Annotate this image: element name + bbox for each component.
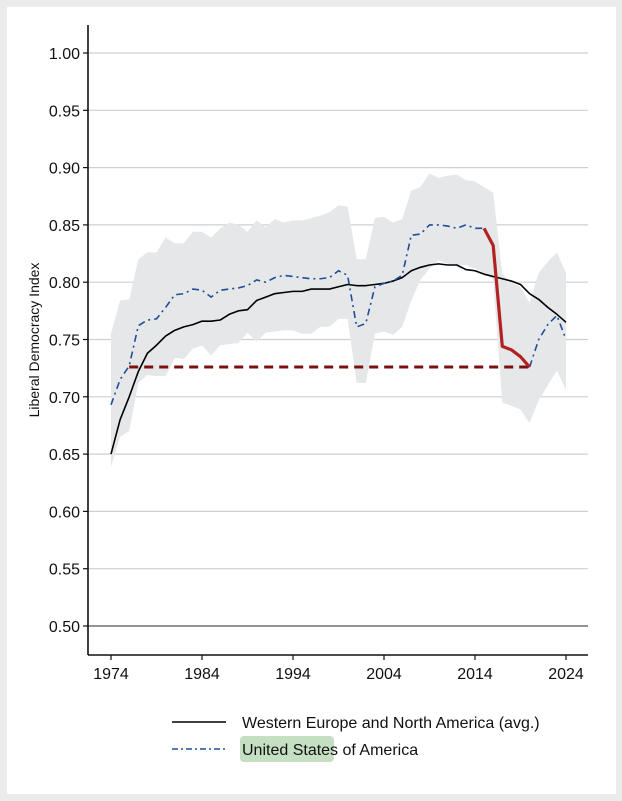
y-tick-label: 0.50: [49, 619, 80, 636]
y-tick-label: 0.60: [49, 504, 80, 521]
y-tick-label: 0.65: [49, 447, 80, 464]
legend-highlight: [240, 736, 334, 762]
x-tick-label: 2014: [457, 666, 493, 683]
y-axis-title: Liberal Democracy Index: [26, 263, 42, 418]
y-tick-label: 0.85: [49, 218, 80, 235]
y-tick-label: 0.80: [49, 275, 80, 292]
x-tick-label: 2024: [548, 666, 584, 683]
series-line-1: [110, 224, 485, 406]
range-band: [111, 173, 566, 467]
x-tick-label: 1994: [275, 666, 311, 683]
series-line-3: [482, 227, 531, 369]
y-tick-label: 0.75: [49, 333, 80, 350]
range-band-area: [111, 173, 566, 467]
x-tick-label: 1984: [184, 666, 220, 683]
y-tick-label: 0.55: [49, 562, 80, 579]
legend-label-wena: Western Europe and North America (avg.): [242, 715, 540, 732]
y-tick-label: 0.90: [49, 161, 80, 178]
legend-label-usa: United States of America: [242, 742, 418, 759]
x-tick-label: 2004: [366, 666, 402, 683]
x-axis-ticks: 1974 1984 1994 2004 2014 2024: [93, 655, 584, 683]
legend: Western Europe and North America (avg.) …: [172, 715, 540, 762]
legend-label-usa-highlight: United States: [242, 742, 338, 759]
y-axis-ticks: 0.50 0.55 0.60 0.65 0.70 0.75 0.80 0.85 0.90 0.95…: [49, 46, 88, 636]
y-tick-label: 1.00: [49, 46, 80, 63]
legend-label-usa-rest: of America: [338, 742, 418, 759]
gridlines: [88, 52, 588, 627]
series-line-2: [528, 314, 567, 368]
y-tick-label: 0.95: [49, 103, 80, 120]
x-tick-label: 1974: [93, 666, 129, 683]
y-tick-label: 0.70: [49, 390, 80, 407]
series-lines: [110, 224, 567, 455]
series-line-0: [110, 263, 567, 455]
